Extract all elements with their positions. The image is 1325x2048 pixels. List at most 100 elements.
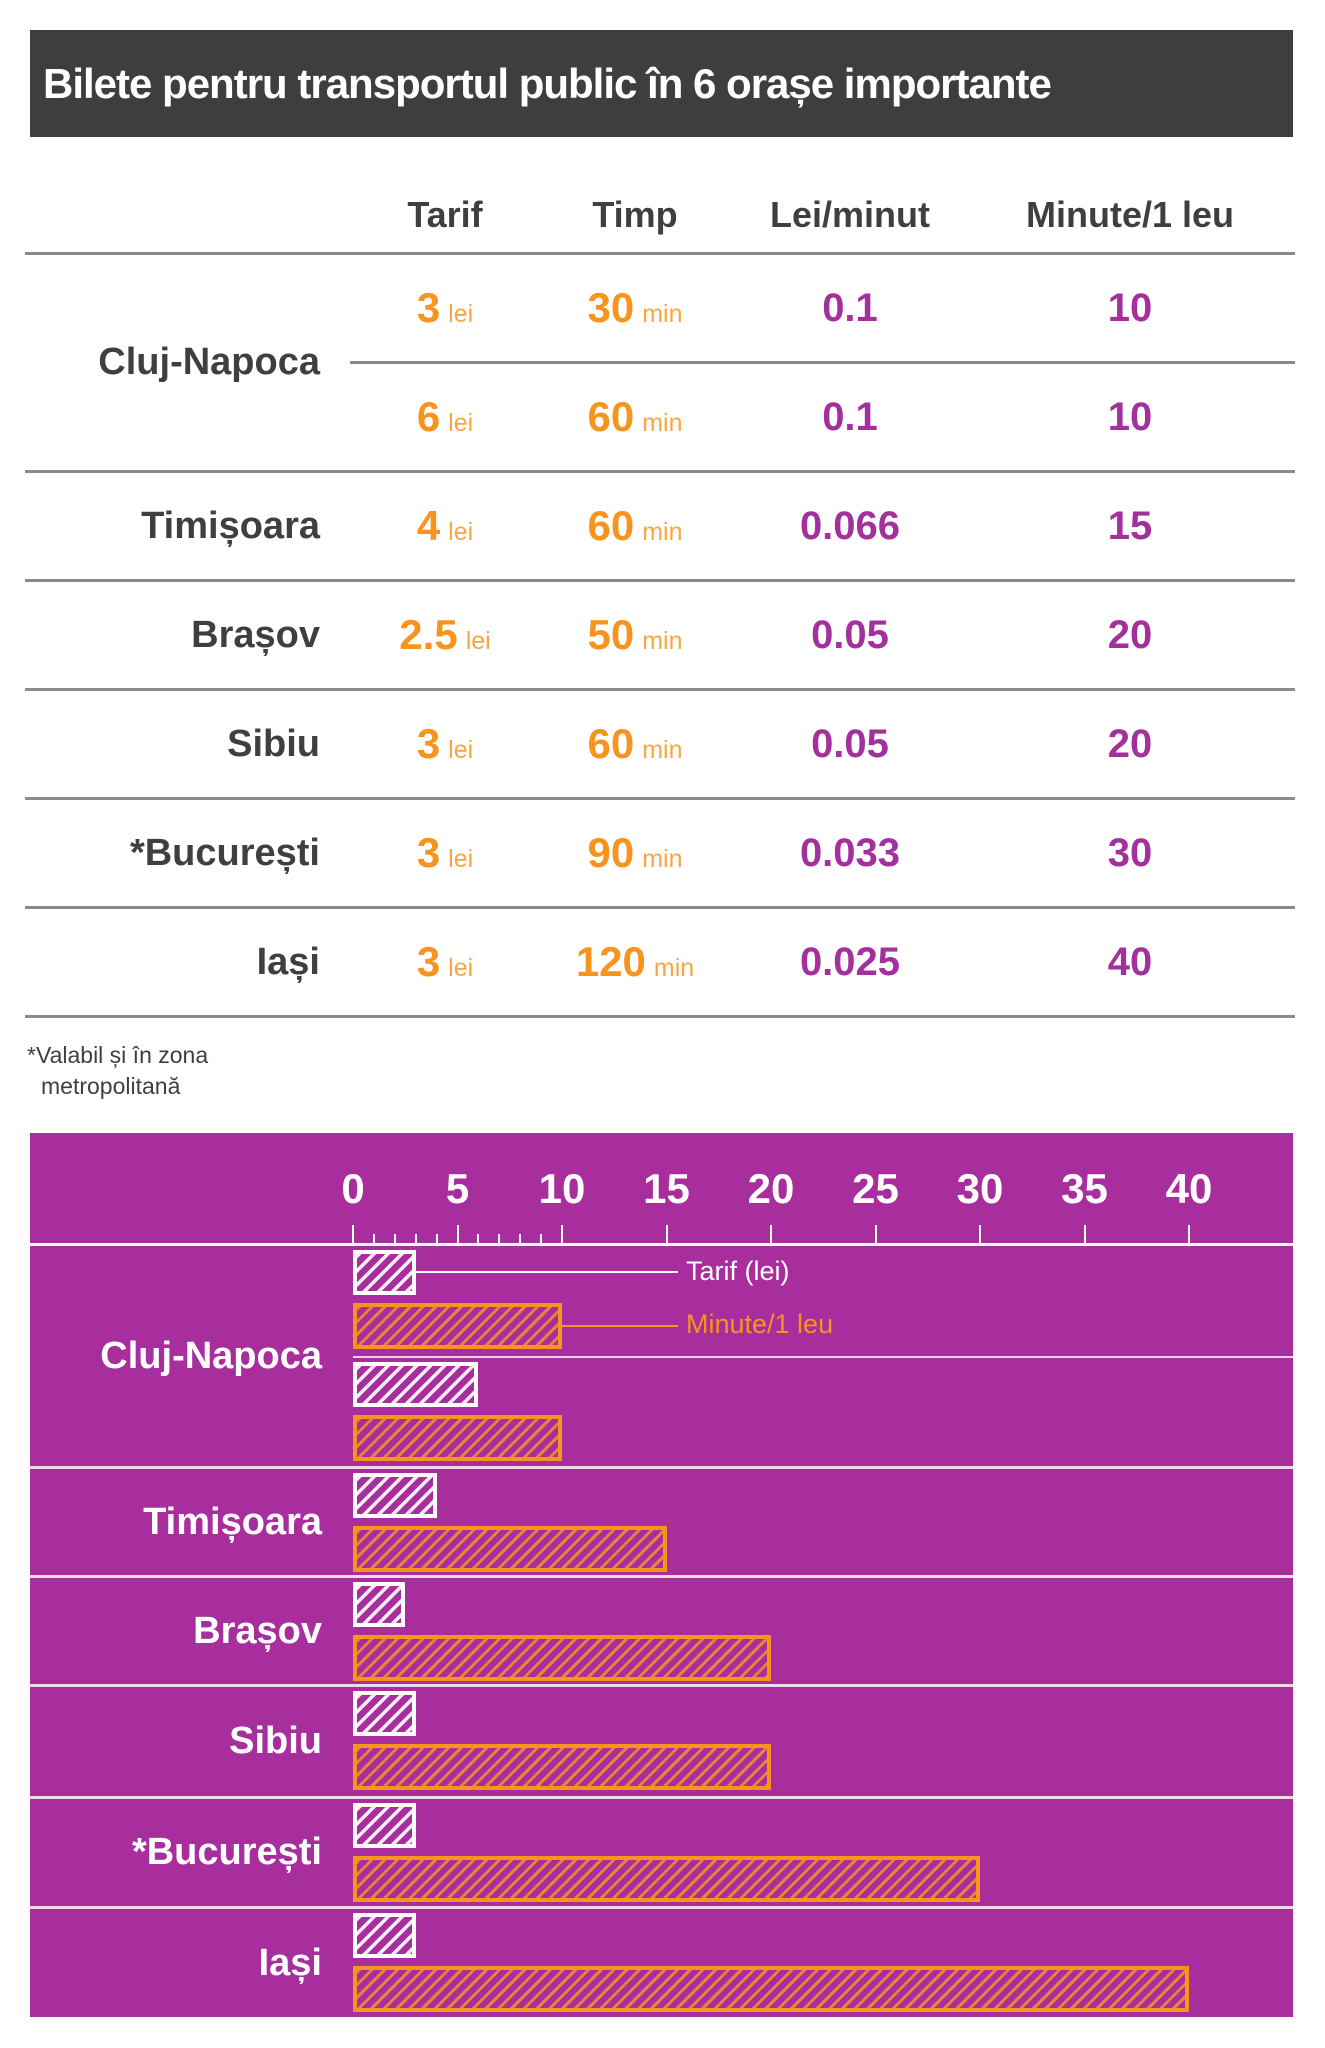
group-separator (30, 1466, 1293, 1469)
chart-city-label: Sibiu (229, 1720, 322, 1762)
column-header-lei-minut: Lei/minut (770, 194, 930, 235)
chart-city-label: Cluj-Napoca (100, 1334, 322, 1377)
axis-major-tick (979, 1225, 981, 1243)
timp-unit: min (653, 954, 695, 982)
city-label: Brașov (191, 613, 320, 656)
city-label: Timișoara (141, 504, 320, 547)
axis-major-tick (1188, 1225, 1190, 1243)
tarif-bar (353, 1691, 416, 1736)
tarif-unit: lei (448, 300, 474, 328)
table-row-bucuresti: *București 3 lei 90 min 0.033 30 (25, 800, 1295, 909)
timp-number: 30 (587, 284, 635, 331)
axis-minor-tick (414, 1234, 417, 1243)
timp-unit: min (642, 518, 683, 546)
minute-bar (353, 1635, 771, 1681)
page-title: Bilete pentru transportul public în 6 or… (43, 59, 1052, 107)
timp-number: 120 (575, 938, 646, 985)
bar-pair (30, 1909, 1293, 2017)
tarif-number: 3 (416, 284, 441, 331)
axis-major-tick (456, 1225, 459, 1243)
bar-pair (30, 1578, 1293, 1684)
ticket-row: 3 lei 60 min 0.05 20 (355, 691, 1295, 797)
axis-minor-tick (393, 1234, 396, 1243)
table-row-sibiu: Sibiu 3 lei 60 min 0.05 20 (25, 691, 1295, 800)
timp-unit: min (642, 736, 683, 764)
tarif-bar (353, 1362, 478, 1407)
city-label: *București (129, 831, 320, 874)
chart-city-label: Brașov (193, 1609, 322, 1652)
lei-minut-value: 0.066 (799, 503, 901, 548)
timp-number: 90 (587, 829, 635, 876)
tarif-value: 3 lei (355, 829, 535, 877)
tarif-unit: lei (448, 736, 474, 764)
table-row-brasov: Brașov 2.5 lei 50 min 0.05 20 (25, 582, 1295, 691)
lei-minut-value: 0.1 (822, 285, 878, 330)
city-label: Sibiu (227, 722, 320, 765)
chart-group: Timișoara (30, 1469, 1293, 1575)
minute-bar (353, 1415, 562, 1461)
minute-leu-value: 40 (1107, 939, 1153, 984)
pair-separator (353, 1356, 1293, 1358)
minute-bar (353, 1526, 667, 1572)
tarif-unit: lei (465, 627, 491, 655)
table-row-iasi: Iași 3 lei 120 min 0.025 40 (25, 909, 1295, 1018)
tarif-value: 3 lei (355, 720, 535, 768)
minute-bar (353, 1856, 980, 1902)
tarif-unit: lei (448, 954, 474, 982)
timp-value: 50 min (535, 611, 735, 659)
column-header-minute-leu: Minute/1 leu (1025, 194, 1235, 235)
tarif-unit: lei (448, 409, 474, 437)
tarif-number: 2.5 (399, 611, 458, 658)
timp-value: 60 min (535, 720, 735, 768)
timp-number: 60 (587, 393, 635, 440)
axis-tick-label: 5 (445, 1165, 470, 1212)
chart-group: *București (30, 1799, 1293, 1906)
tarif-value: 2.5 lei (355, 611, 535, 659)
timp-number: 60 (587, 502, 635, 549)
footnote-line-2: metropolitană (41, 1073, 181, 1099)
minute-leu-value: 10 (1107, 285, 1153, 330)
tarif-bar (353, 1913, 416, 1958)
minute-bar (353, 1966, 1189, 2012)
minute-leu-value: 15 (1107, 503, 1153, 548)
group-separator (30, 1684, 1293, 1687)
footnote: *Valabil și în zona metropolitană (27, 1040, 208, 1102)
tarif-legend-line (416, 1271, 678, 1273)
tarif-value: 3 lei (355, 284, 535, 332)
minute-leu-value: 20 (1107, 612, 1153, 657)
group-separator (30, 1906, 1293, 1909)
minute-leu-value: 20 (1107, 721, 1153, 766)
bar-pair (30, 1687, 1293, 1796)
tarif-bar (353, 1803, 416, 1848)
fares-table: Tarif Timp Lei/minut Minute/1 leu Cluj-N… (25, 137, 1295, 1018)
city-label: Cluj-Napoca (98, 341, 320, 383)
tarif-bar (353, 1250, 416, 1295)
axis-minor-tick (372, 1234, 375, 1243)
ticket-row: 3 lei 120 min 0.025 40 (355, 909, 1295, 1015)
minute-legend-label: Minute/1 leu (686, 1309, 834, 1339)
lei-minut-value: 0.033 (799, 830, 901, 875)
lei-minut-value: 0.05 (811, 612, 889, 657)
axis-major-tick (561, 1225, 563, 1243)
ticket-row: 6 lei 60 min 0.1 10 (355, 364, 1295, 470)
axis-minor-tick (540, 1234, 543, 1243)
chart-group: Iași (30, 1909, 1293, 2017)
timp-value: 30 min (535, 284, 735, 332)
axis-minor-tick (435, 1234, 438, 1243)
timp-unit: min (642, 300, 683, 328)
tarif-value: 6 lei (355, 393, 535, 441)
tarif-legend-label: Tarif (lei) (686, 1256, 790, 1286)
timp-number: 60 (587, 720, 635, 767)
timp-unit: min (642, 409, 683, 437)
axis-tick-label: 25 (852, 1165, 899, 1212)
minute-bar (353, 1303, 562, 1349)
group-separator (30, 1575, 1293, 1578)
axis-tick-label: 20 (747, 1165, 795, 1212)
timp-unit: min (642, 627, 683, 655)
timp-value: 60 min (535, 502, 735, 550)
bar-pair (30, 1469, 1293, 1575)
table-row-timisoara: Timișoara 4 lei 60 min 0.066 15 (25, 473, 1295, 582)
axis-tick-label: 35 (1061, 1165, 1108, 1212)
lei-minut-value: 0.05 (811, 721, 889, 766)
